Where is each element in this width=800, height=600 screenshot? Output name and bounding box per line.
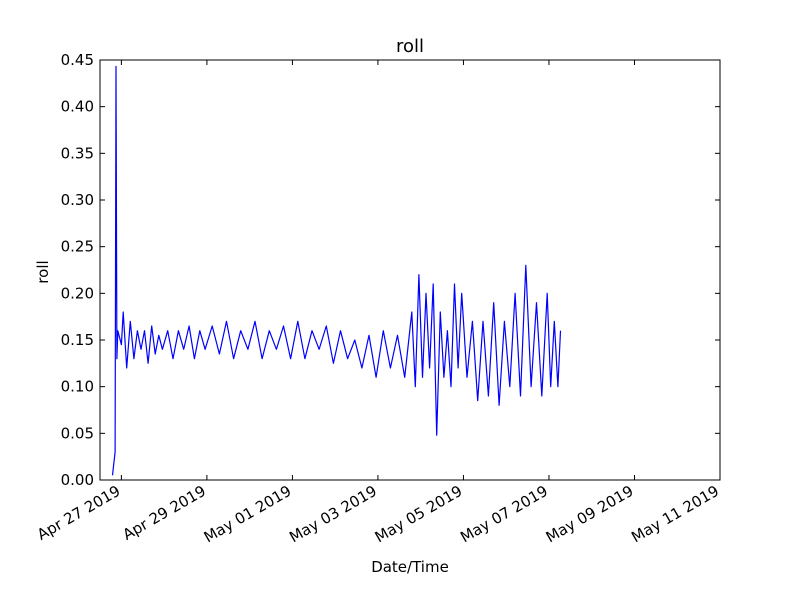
chart-title: roll [396,36,424,57]
x-axis-title: Date/Time [371,558,449,576]
y-tick-label: 0.00 [61,471,94,489]
plot-area [100,60,720,480]
y-tick-label: 0.45 [61,51,94,69]
y-tick-label: 0.05 [61,424,94,442]
y-axis-title: roll [34,260,52,283]
series-layer [111,65,562,476]
plot-frame [99,59,721,481]
y-tick-label: 0.10 [61,378,94,396]
y-tick-label: 0.20 [61,284,94,302]
roll-series-line [111,65,562,476]
y-tick-label: 0.15 [61,331,94,349]
y-tick-label: 0.25 [61,238,94,256]
y-tick-label: 0.30 [61,191,94,209]
y-tick-label: 0.35 [61,144,94,162]
y-tick-label: 0.40 [61,98,94,116]
